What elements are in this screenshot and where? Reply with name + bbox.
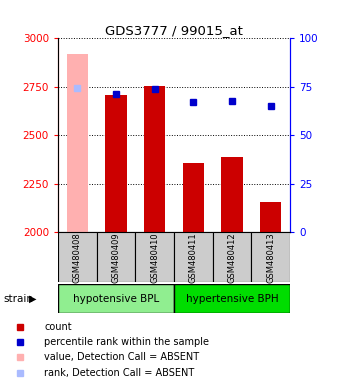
Title: GDS3777 / 99015_at: GDS3777 / 99015_at — [105, 24, 243, 37]
Bar — [260, 202, 281, 232]
Bar — [58, 284, 174, 313]
Bar — [251, 232, 290, 282]
Bar — [144, 86, 165, 232]
Bar — [221, 157, 242, 232]
Text: GSM480410: GSM480410 — [150, 232, 159, 283]
Text: GSM480408: GSM480408 — [73, 232, 82, 283]
Bar — [174, 284, 290, 313]
Text: rank, Detection Call = ABSENT: rank, Detection Call = ABSENT — [44, 367, 195, 378]
Text: hypertensive BPH: hypertensive BPH — [186, 293, 278, 304]
Text: GSM480412: GSM480412 — [227, 232, 236, 283]
Bar — [183, 164, 204, 232]
Bar — [174, 232, 212, 282]
Text: percentile rank within the sample: percentile rank within the sample — [44, 337, 209, 347]
Bar — [135, 232, 174, 282]
Text: hypotensive BPL: hypotensive BPL — [73, 293, 159, 304]
Bar — [58, 232, 97, 282]
Text: GSM480411: GSM480411 — [189, 232, 198, 283]
Text: GSM480413: GSM480413 — [266, 232, 275, 283]
Bar — [105, 94, 127, 232]
Text: ▶: ▶ — [29, 293, 36, 304]
Text: strain: strain — [3, 293, 33, 304]
Text: value, Detection Call = ABSENT: value, Detection Call = ABSENT — [44, 352, 199, 362]
Text: count: count — [44, 322, 72, 332]
Bar — [67, 54, 88, 232]
Bar — [97, 232, 135, 282]
Bar — [212, 232, 251, 282]
Text: GSM480409: GSM480409 — [112, 232, 120, 283]
